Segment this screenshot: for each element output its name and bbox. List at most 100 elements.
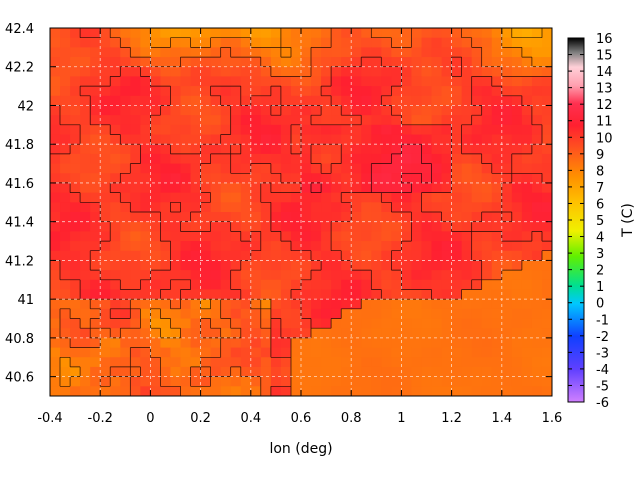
heatmap-cell [110,357,121,368]
heatmap-cell [331,270,342,281]
heatmap-cell [341,318,352,329]
heatmap-cell [240,66,252,78]
heatmap-cell [321,76,332,87]
heatmap-cell [401,144,413,155]
heatmap-cell [501,212,513,223]
heatmap-cell [220,163,232,174]
heatmap-cell [120,202,131,213]
heatmap-cell [230,212,242,223]
heatmap-cell [160,86,172,97]
heatmap-cell [120,192,131,203]
heatmap-cell [170,182,182,194]
heatmap-cell [431,386,443,396]
heatmap-cell [501,76,513,87]
heatmap-cell [441,95,453,107]
heatmap-cell [60,134,71,145]
heatmap-cell [491,182,503,194]
heatmap-cell [200,57,212,68]
heatmap-cell [80,95,91,107]
heatmap-cell [230,328,242,339]
heatmap-cell [260,86,272,97]
heatmap-cell [491,221,503,232]
heatmap-cell [371,279,382,291]
heatmap-cell [210,124,222,136]
heatmap-cell [371,328,382,339]
heatmap-cell [431,270,443,281]
heatmap-cell [531,318,543,329]
x-tick-label: 1 [397,411,405,426]
heatmap-cell [210,308,222,320]
heatmap-cell [180,212,192,223]
heatmap-cell [50,47,61,58]
heatmap-cell [50,357,61,368]
heatmap-cell [100,328,111,339]
heatmap-cell [200,95,212,107]
heatmap-cell [341,144,352,155]
heatmap-cell [160,95,172,107]
heatmap-cell [471,299,483,310]
heatmap-cell [180,241,192,252]
heatmap-cell [371,95,382,107]
heatmap-cell [401,192,413,203]
heatmap-cell [120,182,131,194]
heatmap-cell [160,144,172,155]
heatmap-cell [180,347,192,358]
heatmap-cell [311,231,322,242]
heatmap-cell [160,212,172,223]
heatmap-cell [270,86,282,97]
heatmap-cell [401,212,413,223]
heatmap-cell [401,37,413,48]
heatmap-cell [280,105,292,116]
heatmap-cell [280,37,292,48]
heatmap-cell [471,28,483,39]
heatmap-cell [250,212,262,223]
heatmap-cell [230,144,242,155]
heatmap-cell [391,144,402,155]
heatmap-cell [431,192,443,203]
heatmap-cell [230,241,242,252]
heatmap-cell [541,124,552,136]
heatmap-cell [511,308,523,320]
heatmap-cell [341,308,352,320]
heatmap-cell [110,318,121,329]
heatmap-cell [341,47,352,58]
heatmap-cell [441,144,453,155]
heatmap-cell [301,66,312,78]
heatmap-cell [331,47,342,58]
heatmap-cell [200,337,212,349]
heatmap-cell [371,124,382,136]
colorbar-label: T (C) [620,203,636,238]
heatmap-cell [531,173,543,184]
heatmap-cell [50,250,61,262]
heatmap-cell [371,153,382,165]
heatmap-cell [160,76,172,87]
heatmap-cell [180,260,192,271]
heatmap-cell [301,202,312,213]
heatmap-cell [491,376,503,387]
heatmap-cell [280,47,292,58]
heatmap-cell [70,366,81,378]
heatmap-cell [240,299,252,310]
heatmap-cell [331,376,342,387]
heatmap-cell [531,366,543,378]
heatmap-cell [60,182,71,194]
heatmap-cell [491,308,503,320]
heatmap-cell [60,76,71,87]
heatmap-cell [521,37,533,48]
heatmap-cell [441,202,453,213]
heatmap-cell [90,28,101,39]
heatmap-cell [461,337,473,349]
heatmap-cell [160,318,172,329]
heatmap-cell [140,47,151,58]
heatmap-cell [371,347,382,358]
heatmap-cell [280,28,292,39]
heatmap-cell [160,202,172,213]
heatmap-cell [270,28,282,39]
heatmap-cell [190,57,202,68]
heatmap-cell [100,105,111,116]
heatmap-cell [451,173,463,184]
heatmap-cell [160,153,172,165]
heatmap-cell [240,318,252,329]
heatmap-cell [280,270,292,281]
heatmap-cell [160,163,172,174]
